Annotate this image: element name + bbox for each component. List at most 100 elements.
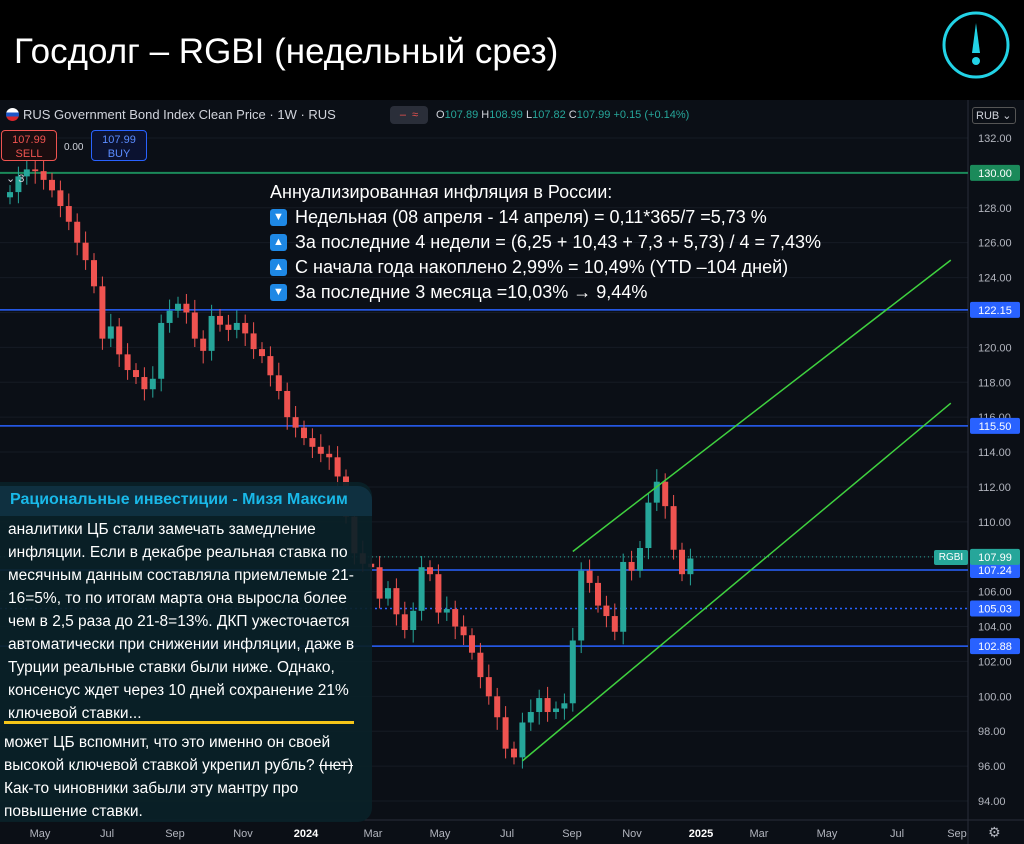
indicators-collapse[interactable]: ⌄ 3 <box>6 173 25 185</box>
candle-body <box>292 417 299 428</box>
sell-button[interactable]: 107.99 SELL <box>1 130 57 161</box>
level-price-tag <box>970 638 1020 655</box>
candle-body <box>385 588 391 599</box>
candle-body <box>183 303 190 313</box>
spread-value: 0.00 <box>64 142 84 153</box>
y-tick-label: 110.00 <box>978 517 1011 529</box>
candle-body <box>595 582 601 606</box>
candle-body <box>82 242 89 261</box>
candle-body <box>586 570 593 583</box>
comment-header <box>0 486 372 516</box>
inflation-heading: Аннуализированная инфляция в России: <box>270 182 613 202</box>
candle-body <box>158 322 165 379</box>
y-tick-label: 106.00 <box>978 587 1012 599</box>
candle-body <box>200 338 207 351</box>
comment-author[interactable]: Рациональные инвестиции - Мизя Максим <box>10 491 348 508</box>
candle-body <box>275 375 282 391</box>
candle-body <box>511 748 517 758</box>
y-tick-label: 98.00 <box>978 726 1006 738</box>
candle-body <box>637 548 643 571</box>
candle-body <box>23 169 30 177</box>
candle-body <box>443 609 450 613</box>
candle-body <box>116 326 123 355</box>
candle-body <box>519 722 526 758</box>
x-tick-label: Jul <box>890 828 904 840</box>
level-price-tag <box>970 164 1020 181</box>
candle-body <box>175 303 181 311</box>
candle-body <box>494 696 501 718</box>
level-price-tag <box>970 600 1020 617</box>
candle-body <box>250 333 257 350</box>
candle-body <box>662 481 669 507</box>
x-tick-label: 2025 <box>689 828 713 840</box>
x-tick-label: 2024 <box>294 828 319 840</box>
candlestick-chart[interactable]: 132.00130.00128.00126.00124.00122.00120.… <box>0 100 1024 844</box>
y-tick-label: 100.00 <box>978 691 1012 703</box>
y-tick-label: 124.00 <box>978 273 1012 285</box>
candle-body <box>149 378 156 390</box>
candle-body <box>603 605 610 617</box>
candle-body <box>225 324 232 330</box>
candle-body <box>569 640 576 704</box>
candle-body <box>653 481 660 503</box>
candle-body <box>74 221 81 243</box>
inflation-item: ▼ Недельная (08 апреля - 14 апреля) = 0,1… <box>270 205 821 230</box>
inflation-item: ▲ С начала года накоплено 2,99% = 10,49% … <box>270 255 821 280</box>
candle-body <box>259 349 265 357</box>
candle-body <box>99 286 106 339</box>
x-tick-label: May <box>30 828 51 840</box>
x-tick-label: Nov <box>622 828 642 840</box>
y-tick-label: 114.00 <box>978 447 1011 459</box>
candle-body <box>561 703 568 709</box>
candle-body <box>485 677 492 697</box>
candle-body <box>191 312 198 339</box>
candle-body <box>107 326 114 339</box>
sell-label: SELL <box>15 148 43 160</box>
channel-upper-line <box>572 259 952 553</box>
candle-body <box>267 356 274 376</box>
candle-body <box>469 635 475 653</box>
candle-body <box>452 609 459 627</box>
candle-body <box>687 558 694 575</box>
y-tick-label: 94.00 <box>978 796 1006 808</box>
y-tick-label: 120.00 <box>978 342 1012 354</box>
comment-body: аналитики ЦБ стали замечать замедление и… <box>8 521 355 722</box>
candle-body <box>670 506 677 550</box>
candle-body <box>410 610 417 631</box>
candle-body <box>242 322 249 334</box>
candle-body <box>645 502 652 549</box>
candle-body <box>401 614 408 631</box>
x-tick-label: Jul <box>100 828 114 840</box>
y-tick-label: 104.00 <box>978 622 1012 634</box>
candle-body <box>628 561 635 571</box>
candle-body <box>326 453 333 458</box>
inflation-annotation: Аннуализированная инфляция в России: ▼ Не… <box>270 180 821 305</box>
x-tick-label: May <box>817 828 838 840</box>
ohlc-readout: O107.89 H108.99 L107.82 C107.99 +0.15 (+… <box>436 109 690 121</box>
y-tick-label: 126.00 <box>978 238 1012 250</box>
y-tick-label: 118.00 <box>978 377 1011 389</box>
candle-body <box>133 370 139 378</box>
currency-select[interactable]: RUB ⌄ <box>972 107 1016 124</box>
candle-body <box>317 446 324 454</box>
last-price-tag <box>970 548 1020 565</box>
symbol-legend[interactable]: RUS Government Bond Index Clean Price · … <box>6 107 336 122</box>
x-tick-label: Nov <box>233 828 253 840</box>
candle-body <box>536 698 543 713</box>
candle-body <box>65 206 72 222</box>
buy-price: 107.99 <box>102 134 136 146</box>
candle-body <box>527 712 534 723</box>
candle-body <box>477 652 484 678</box>
gear-icon[interactable]: ⚙ <box>988 824 1001 840</box>
x-tick-label: Sep <box>165 828 185 840</box>
eye-wave-icon[interactable]: – ≈ <box>390 106 428 124</box>
y-tick-label: 128.00 <box>978 203 1012 215</box>
down-arrow-icon: ▼ <box>270 209 287 226</box>
page-title: Госдолг – RGBI (недельный срез) <box>14 32 559 71</box>
buy-button[interactable]: 107.99 BUY <box>91 130 147 161</box>
candle-body <box>15 176 22 193</box>
down-arrow-icon: ▼ <box>270 284 287 301</box>
candle-body <box>7 192 13 198</box>
candle-body <box>284 390 291 418</box>
inflation-item: ▲ За последние 4 недели = (6,25 + 10,43 +… <box>270 230 821 255</box>
